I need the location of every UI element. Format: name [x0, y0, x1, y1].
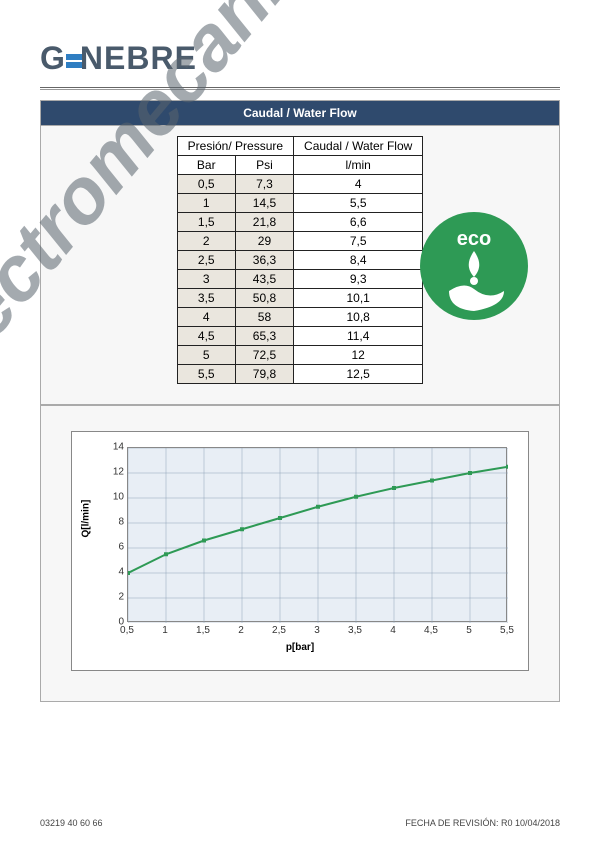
table-section: Presión/ Pressure Caudal / Water Flow Ba… [40, 126, 560, 405]
cell-bar: 4 [177, 308, 235, 327]
ytick: 4 [110, 567, 124, 578]
xtick: 5,5 [500, 625, 514, 636]
xtick: 4,5 [424, 625, 438, 636]
cell-bar: 0,5 [177, 175, 235, 194]
cell-lmin: 8,4 [294, 251, 423, 270]
divider [40, 87, 560, 88]
xtick: 1 [162, 625, 168, 636]
col-bar: Bar [177, 156, 235, 175]
table-row: 1,521,86,6 [177, 213, 423, 232]
ytick: 6 [110, 542, 124, 553]
table-row: 4,565,311,4 [177, 327, 423, 346]
cell-lmin: 10,1 [294, 289, 423, 308]
brand-logo: GNEBRE [40, 40, 560, 77]
cell-psi: 29 [235, 232, 293, 251]
ytick: 10 [110, 492, 124, 503]
chart: Q[l/min] 02468101214 0,511,522,533,544,5… [71, 431, 529, 671]
cell-lmin: 12,5 [294, 365, 423, 384]
chart-xlabel: p[bar] [72, 642, 528, 653]
table-row: 572,512 [177, 346, 423, 365]
cell-lmin: 12 [294, 346, 423, 365]
ytick: 2 [110, 592, 124, 603]
table-row: 0,57,34 [177, 175, 423, 194]
cell-bar: 5,5 [177, 365, 235, 384]
eco-badge-icon: eco [419, 211, 529, 321]
cell-psi: 58 [235, 308, 293, 327]
xtick: 3 [314, 625, 320, 636]
ytick: 12 [110, 467, 124, 478]
cell-psi: 79,8 [235, 365, 293, 384]
xtick: 4 [390, 625, 396, 636]
col-psi: Psi [235, 156, 293, 175]
xtick: 2,5 [272, 625, 286, 636]
xtick: 3,5 [348, 625, 362, 636]
cell-bar: 2 [177, 232, 235, 251]
cell-lmin: 4 [294, 175, 423, 194]
footer-right: FECHA DE REVISIÓN: R0 10/04/2018 [405, 818, 560, 828]
cell-bar: 3 [177, 270, 235, 289]
footer-left: 03219 40 60 66 [40, 818, 103, 828]
col-group-pressure: Presión/ Pressure [177, 137, 293, 156]
cell-lmin: 5,5 [294, 194, 423, 213]
cell-psi: 36,3 [235, 251, 293, 270]
cell-psi: 7,3 [235, 175, 293, 194]
chart-section: Q[l/min] 02468101214 0,511,522,533,544,5… [40, 405, 560, 702]
table-row: 2,536,38,4 [177, 251, 423, 270]
cell-psi: 14,5 [235, 194, 293, 213]
table-row: 5,579,812,5 [177, 365, 423, 384]
xtick: 1,5 [196, 625, 210, 636]
cell-psi: 21,8 [235, 213, 293, 232]
cell-lmin: 10,8 [294, 308, 423, 327]
svg-text:eco: eco [457, 228, 491, 250]
cell-bar: 1,5 [177, 213, 235, 232]
ytick: 14 [110, 442, 124, 453]
section-title: Caudal / Water Flow [40, 100, 560, 126]
cell-lmin: 7,5 [294, 232, 423, 251]
table-row: 45810,8 [177, 308, 423, 327]
col-group-flow: Caudal / Water Flow [294, 137, 423, 156]
flow-table: Presión/ Pressure Caudal / Water Flow Ba… [177, 136, 424, 384]
xtick: 0,5 [120, 625, 134, 636]
chart-ylabel: Q[l/min] [81, 500, 92, 538]
table-row: 343,59,3 [177, 270, 423, 289]
table-row: 2297,5 [177, 232, 423, 251]
cell-bar: 3,5 [177, 289, 235, 308]
xtick: 5 [466, 625, 472, 636]
cell-psi: 50,8 [235, 289, 293, 308]
cell-lmin: 9,3 [294, 270, 423, 289]
col-lmin: l/min [294, 156, 423, 175]
cell-bar: 5 [177, 346, 235, 365]
ytick: 8 [110, 517, 124, 528]
cell-psi: 43,5 [235, 270, 293, 289]
table-row: 3,550,810,1 [177, 289, 423, 308]
cell-lmin: 6,6 [294, 213, 423, 232]
cell-bar: 1 [177, 194, 235, 213]
divider [40, 89, 560, 90]
cell-bar: 4,5 [177, 327, 235, 346]
cell-psi: 65,3 [235, 327, 293, 346]
xtick: 2 [238, 625, 244, 636]
cell-psi: 72,5 [235, 346, 293, 365]
cell-lmin: 11,4 [294, 327, 423, 346]
cell-bar: 2,5 [177, 251, 235, 270]
table-row: 114,55,5 [177, 194, 423, 213]
